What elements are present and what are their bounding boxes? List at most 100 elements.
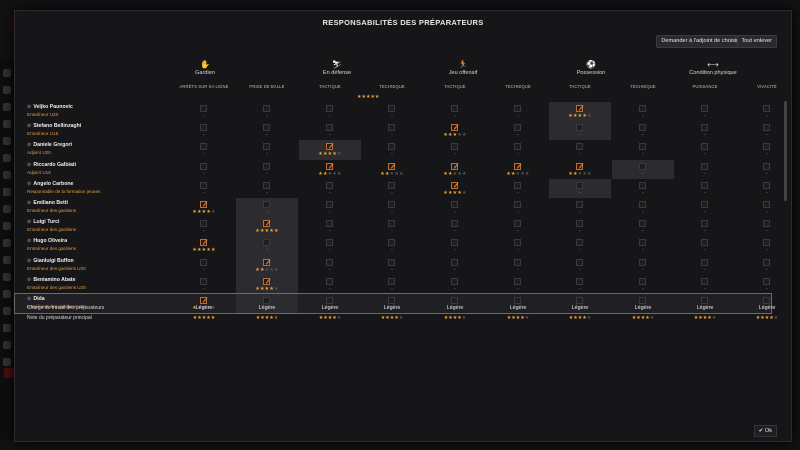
assignment-cell[interactable]: - — [612, 198, 674, 217]
assign-checkbox[interactable] — [451, 277, 458, 285]
assign-checkbox[interactable] — [576, 105, 583, 112]
coach-name[interactable]: ⊘ Luigi Turci — [27, 219, 60, 226]
table-row[interactable]: ⊘ Luigi Turci Entraîneur des gardiens - ★★★★… — [15, 217, 771, 237]
table-row[interactable]: ⊘ Emiliano Betti Entraîneur des gardiens ★★… — [15, 197, 771, 218]
coach-name[interactable]: ⊘ Angelo Carbone — [27, 180, 74, 187]
assignment-cell[interactable]: - — [487, 256, 549, 275]
assignment-cell[interactable]: - — [424, 102, 486, 121]
assignment-cell[interactable]: - — [361, 121, 423, 140]
assignment-cell[interactable]: - — [487, 121, 549, 140]
table-row[interactable]: ⊘ Stefano Bellinzaghi Entraîneur U18 - - - - ★★… — [15, 121, 771, 141]
assign-checkbox[interactable] — [200, 105, 207, 112]
assign-checkbox[interactable] — [263, 239, 270, 247]
ask-assistant-button[interactable]: Demander à l'adjoint de choisir — [656, 35, 743, 48]
assignment-cell[interactable]: - — [236, 179, 298, 198]
assign-checkbox[interactable] — [701, 200, 708, 208]
assign-checkbox[interactable] — [263, 124, 270, 132]
assign-checkbox[interactable] — [388, 124, 395, 132]
assign-checkbox[interactable] — [514, 258, 521, 266]
coach-name[interactable]: ⊘ Hugo Oliveira — [27, 238, 68, 245]
assignment-cell[interactable]: - — [299, 121, 361, 140]
assignment-cell[interactable]: - — [549, 140, 611, 159]
assignment-cell[interactable]: - — [487, 179, 549, 198]
assign-checkbox[interactable] — [576, 143, 583, 151]
assign-checkbox[interactable] — [763, 220, 770, 228]
assign-checkbox[interactable] — [514, 181, 521, 189]
scrollbar[interactable] — [784, 101, 787, 201]
assignment-cell[interactable]: - — [361, 217, 423, 236]
assign-checkbox[interactable] — [326, 162, 333, 170]
assign-checkbox[interactable] — [200, 239, 207, 247]
assignment-cell[interactable]: - — [236, 236, 298, 256]
assign-checkbox[interactable] — [326, 181, 333, 189]
assign-checkbox[interactable] — [388, 143, 395, 151]
table-row[interactable]: ⊘ Hugo Oliveira Entraîneur des gardiens ★★★… — [15, 236, 771, 256]
assign-checkbox[interactable] — [701, 258, 708, 266]
assignment-cell[interactable]: - — [299, 256, 361, 275]
assign-checkbox[interactable] — [514, 239, 521, 247]
assignment-cell[interactable]: - — [612, 256, 674, 275]
assign-checkbox[interactable] — [326, 277, 333, 285]
assign-checkbox[interactable] — [514, 143, 521, 151]
assignment-cell[interactable]: - — [236, 160, 298, 179]
assignment-cell[interactable]: ★★★★★ — [236, 217, 298, 237]
assign-checkbox[interactable] — [451, 181, 458, 189]
assignment-cell[interactable]: - — [299, 275, 361, 294]
assign-checkbox[interactable] — [451, 258, 458, 266]
assignment-cell[interactable]: - — [736, 179, 798, 198]
assignment-cell[interactable]: - — [612, 121, 674, 140]
assign-checkbox[interactable] — [263, 181, 270, 189]
assignment-cell[interactable]: - — [361, 198, 423, 217]
assignment-cell[interactable]: - — [424, 275, 486, 294]
assignment-cell[interactable]: - — [236, 197, 298, 218]
assignment-cell[interactable]: - — [361, 102, 423, 121]
assign-checkbox[interactable] — [451, 143, 458, 151]
assign-checkbox[interactable] — [701, 220, 708, 228]
assign-checkbox[interactable] — [200, 143, 207, 151]
assignment-cell[interactable]: ★★★★★ — [173, 198, 235, 217]
coach-name[interactable]: ⊘ Daniele Gregori — [27, 142, 72, 149]
assignment-cell[interactable]: - — [424, 256, 486, 275]
assign-checkbox[interactable] — [576, 296, 583, 304]
coach-name[interactable]: ⊘ Stefano Bellinzaghi — [27, 123, 82, 130]
assign-checkbox[interactable] — [263, 143, 270, 151]
assign-checkbox[interactable] — [639, 258, 646, 266]
assign-checkbox[interactable] — [763, 296, 770, 304]
assign-checkbox[interactable] — [763, 124, 770, 132]
assignment-cell[interactable]: - — [487, 217, 549, 236]
assignment-cell[interactable]: - — [299, 179, 361, 198]
assign-checkbox[interactable] — [576, 239, 583, 247]
assignment-cell[interactable]: - — [674, 121, 736, 140]
assignment-cell[interactable]: - — [173, 217, 235, 236]
assignment-cell[interactable]: - — [299, 198, 361, 217]
assignment-cell[interactable]: - — [612, 217, 674, 236]
assignment-cell[interactable]: - — [424, 236, 486, 255]
assignment-cell[interactable]: - — [173, 102, 235, 121]
table-row[interactable]: ⊘ Dida Entraîneur des gardiens U18 ★★★★★ - - -… — [14, 292, 772, 315]
assign-checkbox[interactable] — [200, 296, 207, 304]
assignment-cell[interactable]: ★★★★★ — [236, 274, 298, 294]
assignment-cell[interactable]: - — [173, 275, 235, 294]
assign-checkbox[interactable] — [576, 162, 583, 170]
assignment-cell[interactable]: - — [674, 236, 736, 255]
assignment-cell[interactable]: - — [236, 102, 298, 121]
assign-checkbox[interactable] — [326, 239, 333, 247]
assign-checkbox[interactable] — [514, 162, 521, 170]
assign-checkbox[interactable] — [576, 277, 583, 285]
assignment-cell[interactable]: - — [736, 236, 798, 255]
assignment-cell[interactable]: - — [236, 140, 298, 159]
coach-name[interactable]: ⊘ Beniamino Abate — [27, 276, 76, 283]
assign-checkbox[interactable] — [639, 181, 646, 189]
coach-name[interactable]: ⊘ Riccardo Galbiati — [27, 161, 77, 168]
assignment-cell[interactable]: - — [424, 294, 486, 313]
assign-checkbox[interactable] — [701, 162, 708, 170]
assign-checkbox[interactable] — [514, 277, 521, 285]
assign-checkbox[interactable] — [701, 143, 708, 151]
assignment-cell[interactable]: - — [736, 102, 798, 121]
assignment-cell[interactable]: - — [424, 217, 486, 236]
assignment-cell[interactable]: - — [173, 179, 235, 198]
assign-checkbox[interactable] — [639, 162, 646, 170]
assignment-cell[interactable]: - — [361, 236, 423, 255]
assignment-cell[interactable]: - — [424, 140, 486, 159]
assign-checkbox[interactable] — [514, 200, 521, 208]
